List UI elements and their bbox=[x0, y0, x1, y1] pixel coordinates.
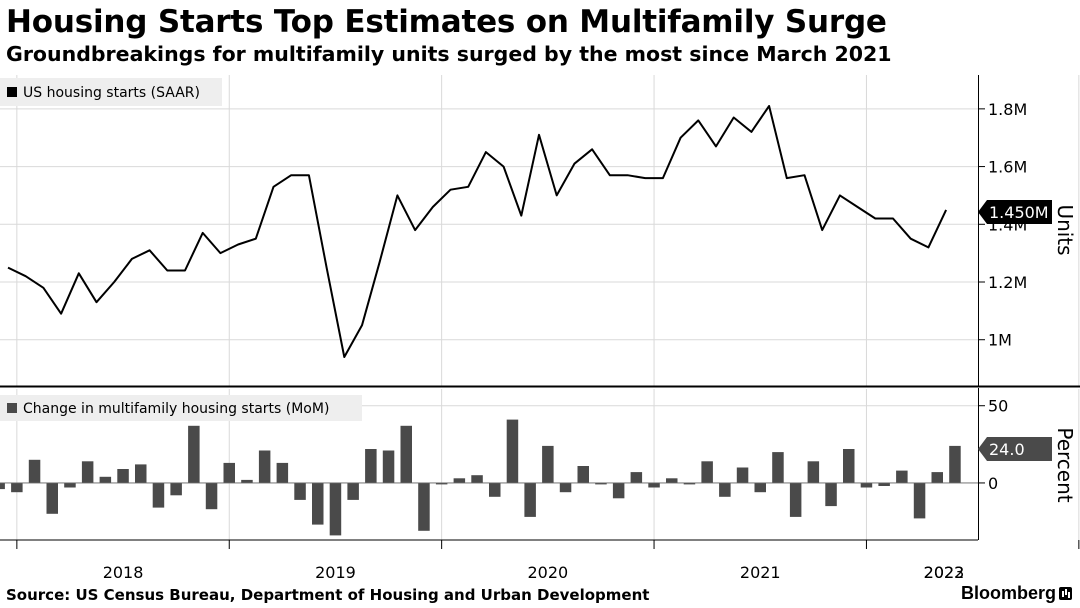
callout-bar-last: 24.0 bbox=[978, 437, 1052, 461]
legend-top-label: US housing starts (SAAR) bbox=[23, 85, 200, 101]
bar bbox=[312, 482, 324, 525]
bar bbox=[329, 482, 342, 536]
callout-line-last: 1.450M bbox=[978, 200, 1052, 224]
bar bbox=[736, 467, 749, 483]
bar bbox=[347, 482, 359, 500]
bar bbox=[843, 449, 855, 483]
legend-top-swatch bbox=[7, 87, 17, 97]
chart-title: Housing Starts Top Estimates on Multifam… bbox=[6, 4, 887, 40]
grid-lines bbox=[0, 75, 1080, 540]
bar bbox=[294, 482, 306, 500]
callout-line-value: 1.450M bbox=[989, 203, 1049, 222]
y-tick-label-top: 1.6M bbox=[988, 158, 1027, 177]
bar bbox=[559, 482, 572, 493]
bar bbox=[0, 482, 5, 490]
bar bbox=[577, 466, 589, 483]
legend-top: US housing starts (SAAR) bbox=[0, 78, 222, 106]
bar bbox=[241, 479, 253, 483]
bar bbox=[117, 469, 129, 483]
bar bbox=[81, 461, 94, 483]
y-tick-label-top: 1.8M bbox=[988, 100, 1027, 119]
bar bbox=[896, 470, 908, 483]
bloomberg-logo: Bloomberg bbox=[961, 583, 1072, 604]
bar bbox=[931, 472, 943, 483]
bar bbox=[595, 482, 607, 485]
bar bbox=[719, 482, 731, 497]
bar bbox=[205, 482, 218, 510]
bar bbox=[152, 482, 165, 508]
legend-bottom-swatch bbox=[7, 403, 17, 413]
bar bbox=[400, 425, 412, 483]
bar bbox=[506, 419, 519, 483]
legend-bottom-label: Change in multifamily housing starts (Mo… bbox=[23, 401, 329, 417]
bar bbox=[365, 449, 377, 483]
bar-series bbox=[0, 419, 978, 536]
bar bbox=[701, 461, 713, 483]
x-tick-label: 2022 bbox=[924, 563, 965, 582]
callout-bar-bg bbox=[978, 437, 1052, 461]
bar bbox=[807, 461, 820, 483]
bar bbox=[170, 482, 182, 496]
chart-subtitle: Groundbreakings for multifamily units su… bbox=[6, 42, 892, 66]
x-tick-label: 2021 bbox=[740, 563, 781, 582]
y-tick-label-bottom: 50 bbox=[988, 397, 1008, 416]
bar bbox=[99, 476, 112, 483]
source-note: Source: US Census Bureau, Department of … bbox=[6, 586, 650, 604]
legend-bottom-bg bbox=[0, 395, 362, 421]
bar bbox=[612, 482, 625, 499]
y-axis-label-bottom: Percent bbox=[1053, 427, 1077, 502]
bar bbox=[860, 482, 873, 488]
x-tick-label: 2018 bbox=[103, 563, 144, 582]
bar bbox=[524, 482, 536, 517]
brand-text: Bloomberg bbox=[960, 583, 1056, 603]
bar bbox=[666, 478, 678, 483]
bar bbox=[471, 475, 483, 483]
bar bbox=[188, 425, 200, 483]
bar bbox=[418, 482, 430, 531]
bar bbox=[453, 478, 466, 483]
bar bbox=[276, 462, 289, 483]
callout-line-bg bbox=[978, 200, 1052, 224]
bloomberg-logo-icon bbox=[1059, 587, 1072, 600]
bar bbox=[913, 482, 926, 519]
x-tick-label: 2019 bbox=[315, 563, 356, 582]
x-tick-label: 2023 bbox=[924, 563, 965, 582]
bar bbox=[223, 462, 235, 483]
bar bbox=[648, 482, 660, 488]
legend-bottom: Change in multifamily housing starts (Mo… bbox=[0, 395, 362, 421]
bar bbox=[435, 482, 448, 485]
bar bbox=[135, 464, 147, 483]
bar bbox=[630, 472, 643, 483]
callout-bar-value: 24.0 bbox=[989, 440, 1025, 459]
bar bbox=[28, 459, 41, 483]
bar bbox=[489, 482, 501, 497]
bar bbox=[258, 450, 271, 483]
bar bbox=[754, 482, 766, 493]
bar bbox=[825, 482, 837, 507]
bar bbox=[46, 482, 58, 514]
x-tick-label: 2020 bbox=[527, 563, 568, 582]
bar bbox=[878, 482, 890, 486]
bar bbox=[772, 452, 784, 483]
bar bbox=[11, 482, 23, 493]
bar bbox=[64, 482, 76, 488]
bar bbox=[789, 482, 802, 517]
y-axis-label-top: Units bbox=[1053, 204, 1077, 255]
line-series bbox=[7, 105, 948, 358]
y-tick-label-bottom: 0 bbox=[988, 474, 998, 493]
bar bbox=[683, 482, 696, 485]
y-tick-label-top: 1M bbox=[988, 331, 1012, 350]
bar bbox=[542, 445, 554, 483]
bar bbox=[949, 445, 961, 483]
bar bbox=[382, 450, 395, 483]
legend-top-bg bbox=[0, 78, 222, 106]
y-tick-label-top: 1.2M bbox=[988, 273, 1027, 292]
